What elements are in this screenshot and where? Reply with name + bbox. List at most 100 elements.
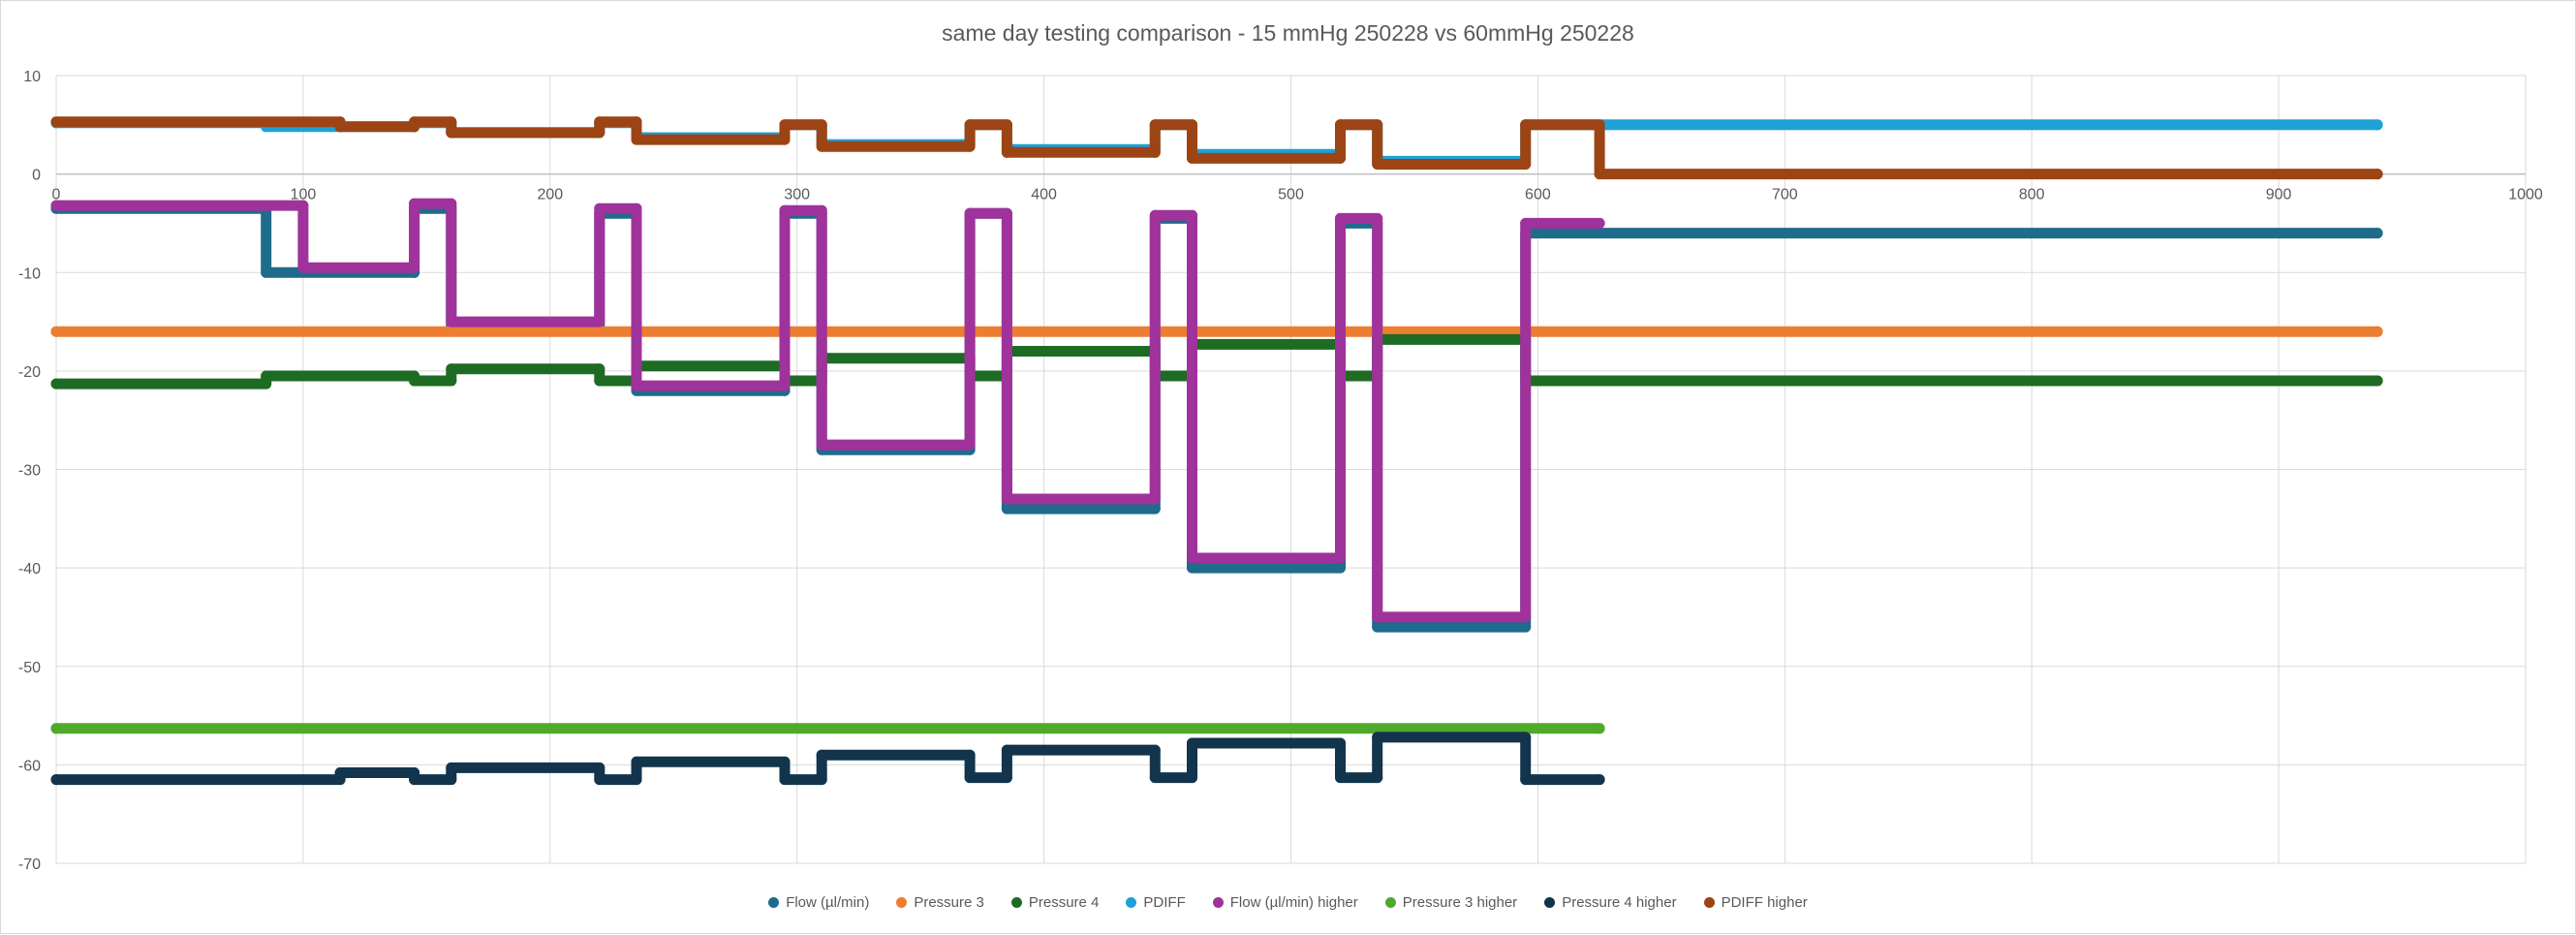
data-point: [1520, 611, 1532, 623]
data-point: [964, 207, 976, 219]
series-8: [50, 116, 2383, 180]
x-tick-label: 1000: [2508, 187, 2543, 203]
data-point: [1372, 119, 1383, 131]
data-point: [1001, 146, 1012, 158]
series-line: [50, 732, 1605, 786]
data-point: [816, 119, 827, 131]
legend-item: Flow (µl/min): [768, 894, 869, 911]
data-point: [1001, 119, 1012, 131]
data-point: [1149, 503, 1161, 514]
legend-label: Pressure 3 higher: [1402, 894, 1518, 911]
data-point: [631, 756, 642, 767]
series-3: [50, 333, 2383, 390]
data-point: [446, 762, 457, 773]
data-point: [779, 380, 791, 391]
data-point: [446, 316, 457, 327]
legend-marker: [1544, 897, 1556, 908]
data-point: [594, 762, 605, 773]
x-tick-label: 200: [537, 187, 563, 203]
x-tick-label: 100: [291, 187, 317, 203]
data-point: [50, 200, 62, 211]
x-tick-label: 500: [1278, 187, 1304, 203]
legend-marker: [1126, 897, 1137, 908]
legend-item: Pressure 3 higher: [1384, 894, 1518, 911]
data-point: [1187, 737, 1197, 749]
data-point: [409, 774, 420, 786]
data-point: [446, 198, 457, 209]
x-tick-label: 400: [1031, 187, 1057, 203]
x-tick-label: 300: [784, 187, 810, 203]
legend-label: Pressure 4 higher: [1562, 894, 1677, 911]
data-point: [816, 204, 827, 216]
data-point: [2372, 228, 2383, 239]
legend-label: Flow (µl/min): [786, 894, 870, 911]
data-point: [1149, 772, 1161, 784]
y-tick-label: -50: [18, 660, 41, 676]
data-point: [1187, 772, 1197, 784]
data-point: [2372, 326, 2383, 337]
data-point: [1520, 217, 1532, 229]
legend-marker: [1010, 897, 1022, 908]
series-6: [50, 723, 1605, 734]
data-point: [1335, 552, 1346, 564]
data-point: [1520, 732, 1532, 743]
data-point: [1187, 152, 1197, 164]
data-point: [779, 774, 791, 786]
data-point: [1001, 207, 1012, 219]
data-point: [1001, 503, 1012, 514]
data-point: [1187, 119, 1197, 131]
data-point: [409, 262, 420, 273]
data-point: [1335, 737, 1346, 749]
data-point: [1001, 744, 1012, 756]
x-tick-label: 800: [2019, 187, 2045, 203]
data-point: [1001, 493, 1012, 505]
legend-label: Flow (µl/min) higher: [1229, 894, 1358, 911]
data-point: [50, 326, 62, 337]
data-point: [816, 774, 827, 786]
legend-item: Pressure 4 higher: [1544, 894, 1677, 911]
chart-legend: Flow (µl/min) Pressure 3 Pressure 4 PDIFF Fl…: [1, 894, 2575, 911]
data-point: [50, 116, 62, 128]
data-point: [409, 375, 420, 387]
x-tick-label: 900: [2266, 187, 2292, 203]
data-point: [2372, 169, 2383, 180]
data-point: [631, 116, 642, 128]
data-point: [297, 200, 309, 211]
data-point: [1594, 217, 1605, 229]
data-point: [1149, 493, 1161, 505]
data-point: [779, 756, 791, 767]
data-point: [409, 116, 420, 128]
data-point: [1335, 562, 1346, 574]
data-point: [816, 140, 827, 152]
legend-item: PDIFF: [1126, 894, 1186, 911]
data-point: [1520, 774, 1532, 786]
data-point: [1149, 744, 1161, 756]
legend-marker: [1212, 897, 1224, 908]
data-point: [1187, 209, 1197, 221]
legend-item: PDIFF higher: [1703, 894, 1808, 911]
x-tick-label: 0: [52, 187, 61, 203]
data-point: [1520, 159, 1532, 170]
y-tick-label: -10: [18, 265, 41, 282]
data-point: [50, 723, 62, 734]
data-point: [1594, 119, 1605, 131]
data-point: [594, 375, 605, 387]
data-point: [1372, 732, 1383, 743]
data-point: [1335, 772, 1346, 784]
gridlines: [55, 75, 2527, 864]
data-point: [1372, 611, 1383, 623]
legend-marker: [1703, 897, 1715, 908]
legend-marker: [896, 897, 908, 908]
data-point: [1520, 621, 1532, 633]
data-point: [594, 774, 605, 786]
data-point: [594, 127, 605, 139]
legend-marker: [768, 897, 780, 908]
data-point: [631, 380, 642, 391]
legend-label: PDIFF: [1143, 894, 1186, 911]
data-point: [1372, 621, 1383, 633]
data-point: [964, 439, 976, 451]
data-point: [816, 439, 827, 451]
legend-label: Pressure 3: [914, 894, 984, 911]
